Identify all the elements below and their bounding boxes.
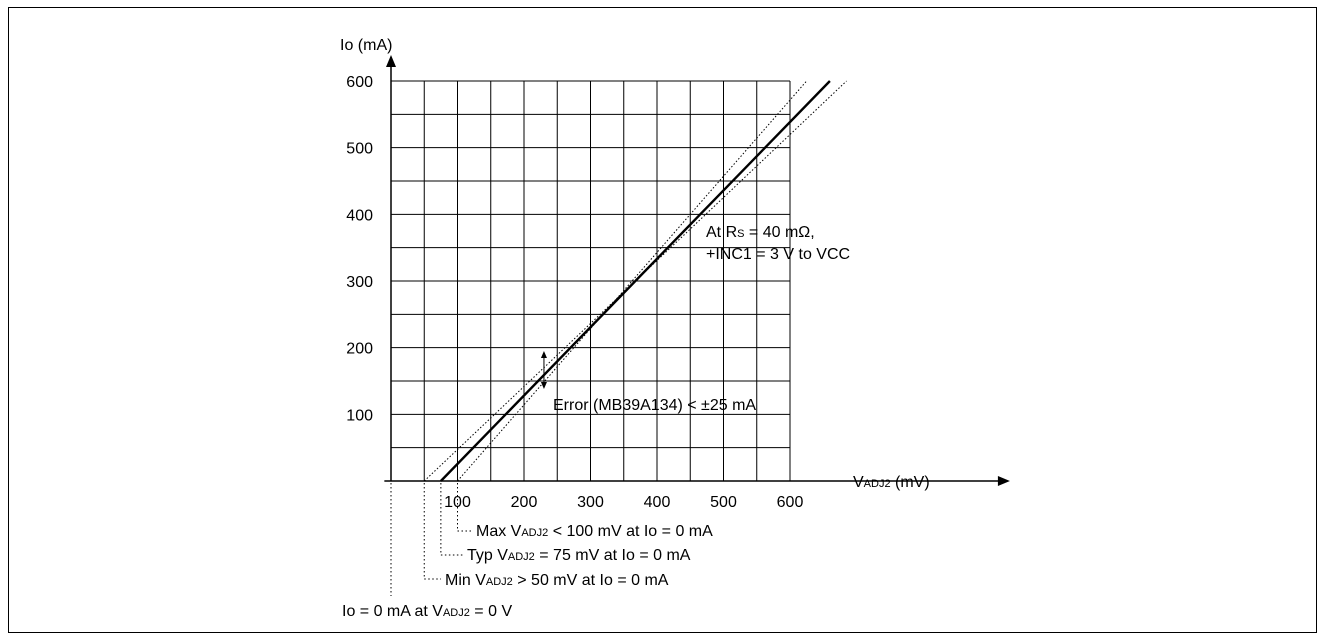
max-vadj2-note: Max VADJ2 < 100 mV at Io = 0 mA [476,523,713,540]
x-tick-label: 500 [710,494,737,511]
series-layer [423,80,847,482]
grid [391,80,791,481]
x-tick-label: 300 [577,494,604,511]
error-arrow-head-up [540,351,547,358]
x-tick-label: 400 [644,494,671,511]
condition-label-line1: At RS = 40 mΩ, [706,224,815,241]
y-tick-label: 200 [346,341,373,358]
tolerance-line [423,80,847,482]
x-tick-label: 600 [777,494,804,511]
y-tick-label: 400 [346,207,373,224]
condition-label-line2: +INC1 = 3 V to VCC [706,246,850,263]
x-tick-label: 200 [511,494,538,511]
y-tick-labels: 100 200 300 400 500 600 [346,74,373,424]
x-tick-label: 100 [444,494,471,511]
y-tick-label: 100 [346,407,373,424]
y-axis-arrow [386,55,396,67]
axes [384,55,1010,486]
x-axis-label: VADJ2 (mV) [853,474,930,491]
tolerance-line [457,80,808,482]
y-tick-label: 300 [346,274,373,291]
y-tick-label: 600 [346,74,373,91]
figure-frame [8,7,1317,633]
y-axis-label: Io (mA) [340,37,392,54]
min-vadj2-note: Min VADJ2 > 50 mV at Io = 0 mA [445,572,669,589]
x-tick-labels: 100 200 300 400 500 600 [444,494,803,511]
guide-lines [390,483,472,596]
typ-vadj2-note: Typ VADJ2 = 75 mV at Io = 0 mA [467,547,691,564]
y-tick-label: 500 [346,141,373,158]
x-axis-arrow [997,476,1010,486]
error-arrow-head-down [540,382,547,389]
error-note: Error (MB39A134) < ±25 mA [553,397,756,414]
zero-point-note: Io = 0 mA at VADJ2 = 0 V [342,603,512,620]
